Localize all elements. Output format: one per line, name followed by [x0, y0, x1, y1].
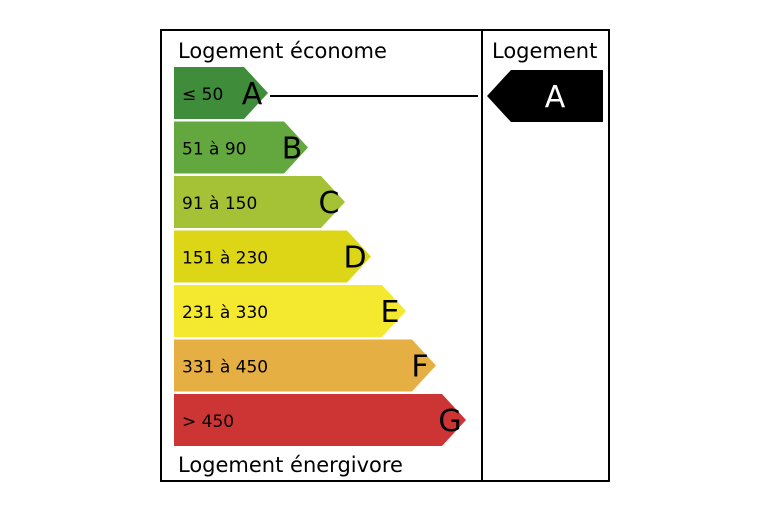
class-letter-b: B	[282, 132, 303, 167]
class-letter-c: C	[319, 186, 340, 221]
class-letter-f: F	[411, 350, 428, 385]
class-range-b: 51 à 90	[182, 140, 247, 160]
class-bars: ≤ 50 A 51 à 90 B 91 à 150 C 151 à 230 D 231 à 33…	[174, 67, 466, 446]
label-frame	[160, 29, 610, 482]
result-letter: A	[545, 80, 566, 115]
class-bar-d	[174, 230, 371, 283]
result-arrow	[487, 70, 603, 122]
class-range-d: 151 à 230	[182, 249, 268, 269]
class-range-g: > 450	[182, 412, 234, 432]
column-label: Logement	[492, 39, 597, 63]
class-bar-f	[174, 339, 436, 392]
bottom-label: Logement énergivore	[178, 453, 403, 477]
class-bar-c	[174, 176, 345, 228]
class-range-a: ≤ 50	[182, 85, 223, 105]
class-letter-a: A	[242, 77, 263, 112]
class-range-f: 331 à 450	[182, 358, 268, 378]
class-bar-a	[174, 67, 268, 119]
class-letter-d: D	[343, 241, 366, 276]
class-bar-b	[174, 121, 308, 174]
class-range-e: 231 à 330	[182, 303, 268, 323]
top-label: Logement économe	[178, 39, 387, 63]
class-range-c: 91 à 150	[182, 194, 257, 214]
class-bar-g	[174, 394, 466, 446]
class-letter-e: E	[381, 295, 400, 330]
class-letter-g: G	[438, 404, 461, 439]
class-bar-e	[174, 285, 406, 337]
